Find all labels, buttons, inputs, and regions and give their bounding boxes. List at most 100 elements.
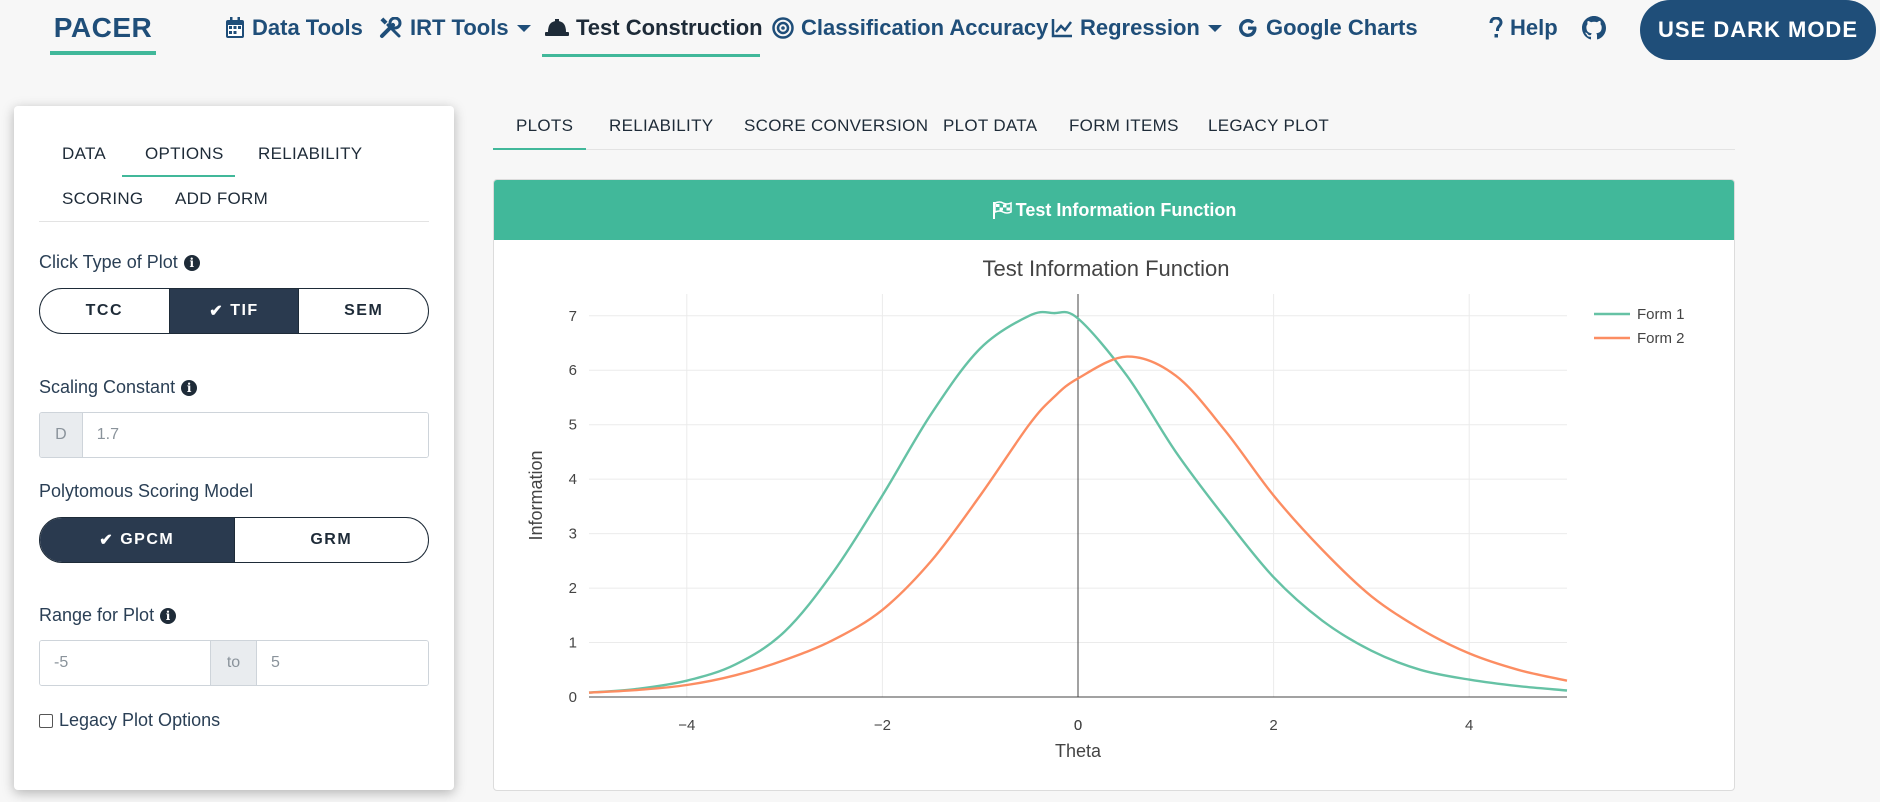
info-icon[interactable]: i (183, 254, 200, 271)
nav-label: Test Construction (576, 15, 763, 40)
nav-label: Google Charts (1266, 15, 1418, 40)
tab-plot-data[interactable]: PLOT DATA (943, 116, 1038, 135)
range-to-input[interactable] (257, 641, 428, 685)
x-tick-label: 2 (1269, 717, 1277, 734)
y-tick-label: 2 (569, 580, 577, 597)
chart-title: Test Information Function (982, 256, 1229, 281)
scoring-model-grm-button[interactable]: GRM (310, 531, 353, 548)
y-axis-label: Information (526, 450, 546, 540)
sidebar-tab-reliability[interactable]: RELIABILITY (258, 144, 363, 163)
scoring-model-label: Polytomous Scoring Model (39, 481, 254, 501)
range-group: to (39, 640, 429, 686)
range-to-addon: to (211, 641, 257, 685)
y-tick-label: 6 (569, 362, 577, 379)
tab-score-conversion[interactable]: SCORE CONVERSION (744, 116, 929, 135)
sidebar-active-tab-indicator (122, 175, 235, 177)
checkbox-box[interactable] (39, 713, 53, 728)
tools-icon (380, 17, 402, 38)
legend-label: Form 2 (1637, 330, 1685, 347)
github-icon (1582, 16, 1606, 40)
range-label: Range for Plot i (39, 605, 177, 626)
nav-regression[interactable]: Regression (1051, 8, 1222, 48)
hard-hat-icon (545, 19, 569, 36)
nav-label: Classification Accuracy (801, 15, 1049, 40)
x-tick-label: 4 (1465, 717, 1473, 734)
legend-label: Form 1 (1637, 306, 1685, 323)
info-icon[interactable]: i (160, 607, 177, 624)
x-tick-label: 0 (1074, 717, 1082, 734)
scaling-constant-group: D (39, 412, 429, 458)
scaling-constant-input[interactable] (82, 413, 428, 457)
main-active-tab-indicator (493, 148, 586, 150)
scaling-constant-addon: D (40, 413, 83, 457)
plot-type-toggle: TCC TIF SEM (39, 288, 429, 334)
card-title: Test Information Function (1015, 199, 1237, 220)
y-tick-label: 1 (569, 635, 577, 652)
calendar-icon (226, 17, 244, 38)
plot-card: Test Information Function 0 1 2 3 4 5 6 7 −4 −2 0 0… (493, 179, 1735, 791)
brand-logo[interactable]: PACER (50, 8, 156, 55)
nav-active-indicator (542, 54, 760, 57)
tab-reliability[interactable]: RELIABILITY (609, 116, 714, 135)
nav-help[interactable]: Help (1489, 8, 1558, 48)
sidebar-tab-scoring[interactable]: SCORING (62, 189, 144, 208)
brand-name: PACER (53, 12, 153, 43)
sidebar-tabs-divider (39, 221, 429, 222)
sidebar-tab-data[interactable]: DATA (62, 144, 107, 163)
google-icon (1239, 19, 1257, 37)
bullseye-icon (772, 17, 794, 39)
sidebar-tab-add-form[interactable]: ADD FORM (175, 189, 269, 208)
chevron-down-icon (1207, 24, 1222, 32)
line-chart-icon (1051, 19, 1072, 38)
tab-form-items[interactable]: FORM ITEMS (1069, 116, 1179, 135)
scaling-constant-label-text: Scaling Constant (39, 377, 176, 397)
plot-type-tif-button[interactable]: TIF (169, 289, 300, 333)
scaling-constant-label: Scaling Constant i (39, 377, 198, 398)
github-link[interactable] (1582, 8, 1613, 48)
plot-type-tcc-button[interactable]: TCC (40, 289, 170, 333)
nav-label: Regression (1080, 15, 1200, 40)
info-icon[interactable]: i (181, 379, 198, 396)
y-tick-label: 4 (569, 471, 577, 488)
nav-irt-tools[interactable]: IRT Tools (379, 8, 531, 48)
nav-google-charts[interactable]: Google Charts (1237, 8, 1418, 48)
series-line-form-1 (588, 310, 1568, 694)
nav-test-construction[interactable]: Test Construction (545, 8, 763, 48)
series-line-form-2 (588, 355, 1568, 694)
range-label-text: Range for Plot (39, 605, 155, 625)
plot-type-label-text: Click Type of Plot (39, 252, 178, 272)
top-navbar: PACER Data Tools IRT Tools Test Construc… (0, 0, 1880, 60)
legacy-plot-options-label: Legacy Plot Options (59, 710, 221, 730)
scoring-model-gpcm-button[interactable]: GPCM (40, 518, 235, 562)
legacy-plot-options-checkbox[interactable]: Legacy Plot Options (39, 710, 220, 731)
dark-mode-button[interactable]: USE DARK MODE (1640, 0, 1876, 60)
nav-data-tools[interactable]: Data Tools (225, 8, 363, 48)
scoring-model-toggle: GPCM GRM (39, 517, 429, 563)
x-tick-label: −4 (678, 717, 695, 734)
flag-checkered-icon (992, 201, 1012, 219)
sidebar-tab-options[interactable]: OPTIONS (145, 144, 224, 163)
y-tick-label: 5 (569, 417, 577, 434)
x-tick-label: −2 (874, 717, 891, 734)
chevron-down-icon (516, 24, 531, 32)
x-axis-label: Theta (1055, 741, 1102, 761)
card-header: Test Information Function (494, 180, 1734, 240)
nav-classification-accuracy[interactable]: Classification Accuracy (772, 8, 1048, 48)
y-tick-label: 7 (569, 308, 577, 325)
nav-label: IRT Tools (410, 15, 509, 40)
main-tabs-divider (493, 149, 1735, 150)
nav-label: Help (1510, 15, 1558, 40)
plot-type-label: Click Type of Plot i (39, 252, 200, 273)
plot-type-sem-button[interactable]: SEM (344, 302, 384, 319)
y-tick-label: 3 (569, 526, 577, 543)
question-icon (1489, 17, 1503, 38)
options-sidebar: DATA OPTIONS RELIABILITY SCORING ADD FOR… (14, 106, 454, 790)
y-tick-label: 0 (569, 689, 577, 706)
nav-label: Data Tools (252, 15, 363, 40)
x-tick-label: 0 (1074, 717, 1082, 734)
tab-legacy-plot[interactable]: LEGACY PLOT (1208, 116, 1330, 135)
range-from-input[interactable] (40, 641, 211, 685)
brand-active-indicator (50, 51, 156, 55)
tab-plots[interactable]: PLOTS (516, 116, 574, 135)
